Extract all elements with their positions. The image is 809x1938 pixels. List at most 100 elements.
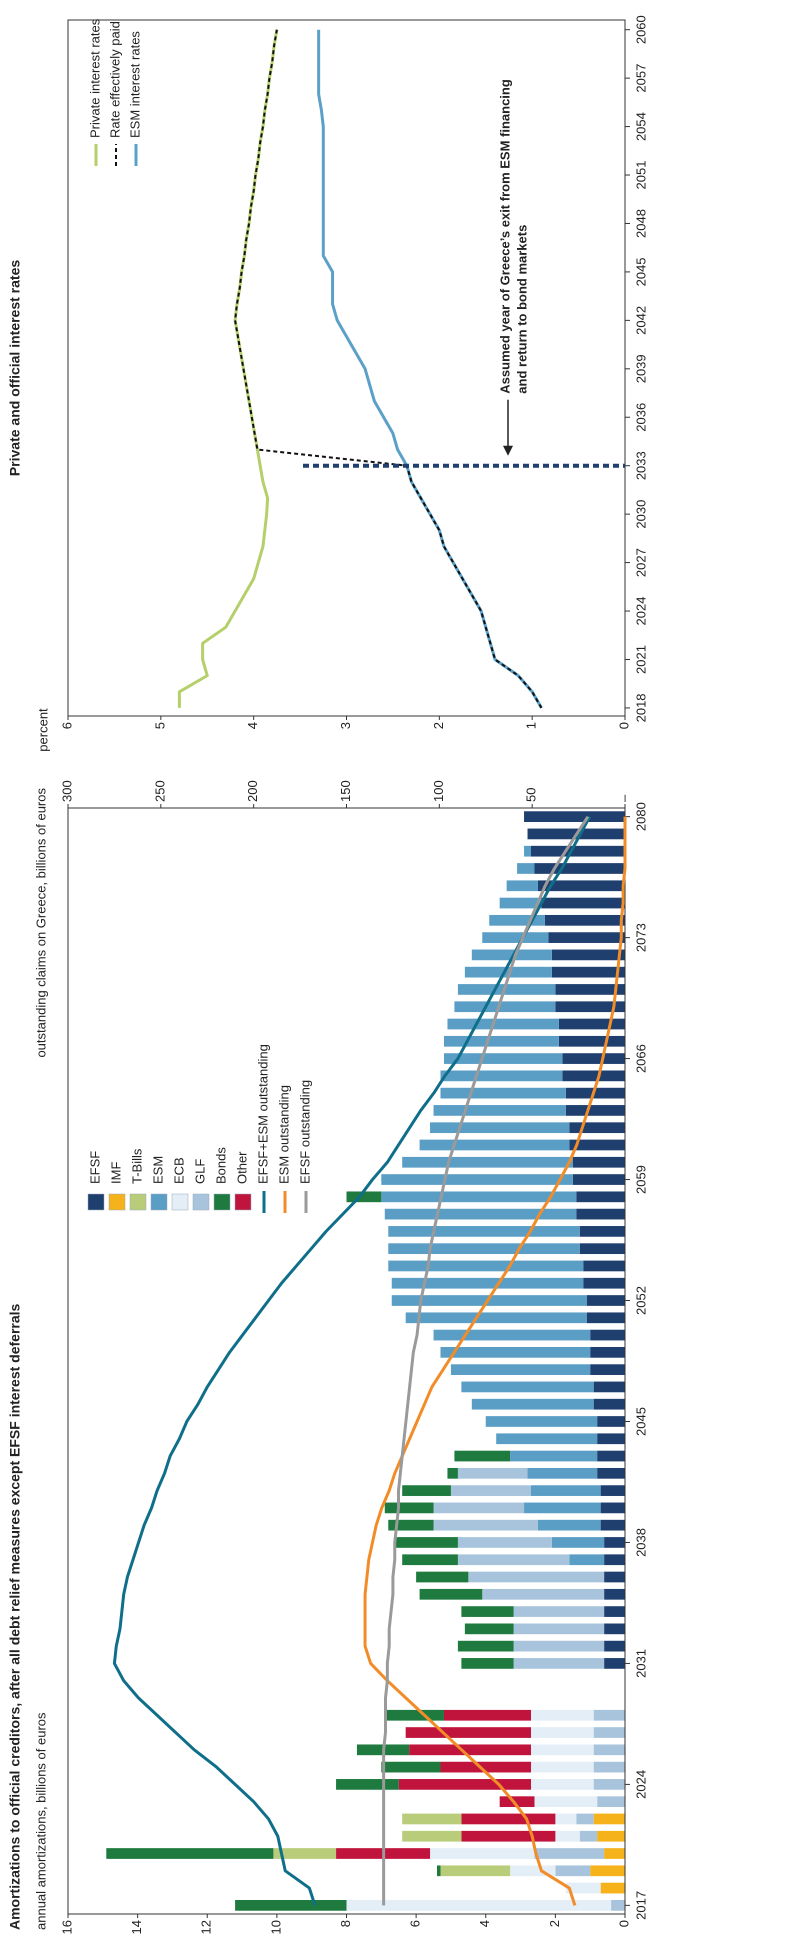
bar-segment xyxy=(440,1347,591,1358)
bar-segment xyxy=(604,1571,625,1583)
bar-segment xyxy=(433,1502,525,1514)
bar-segment xyxy=(579,1830,598,1842)
bar-segment xyxy=(565,1087,625,1099)
bar-segment xyxy=(604,1588,625,1600)
bar-segment xyxy=(398,1779,532,1790)
bar-segment xyxy=(583,1260,625,1272)
bar-segment xyxy=(586,1295,625,1306)
bar-segment xyxy=(461,1606,514,1617)
bar-segment xyxy=(346,1900,612,1911)
y-tick-label: 0 xyxy=(616,1920,631,1927)
bar-segment xyxy=(531,1761,594,1773)
x-tick-label: 2066 xyxy=(633,1044,648,1073)
bar-segment xyxy=(604,1554,625,1566)
line-series xyxy=(382,815,590,1906)
bar-segment xyxy=(499,1796,535,1808)
bar-segment xyxy=(551,966,625,978)
rotated-figure: annual amortizations, billions of euros o… xyxy=(7,15,649,1934)
bar-segment xyxy=(527,1467,598,1479)
bar-segment xyxy=(381,1761,441,1773)
bar-segment xyxy=(551,1537,605,1548)
y2-tick-label: 300 xyxy=(59,780,74,802)
bar-segment xyxy=(416,1571,469,1583)
bar-segment xyxy=(611,1900,626,1911)
legend-label: ESM xyxy=(150,1156,165,1184)
x-tick-label: 2038 xyxy=(633,1528,648,1557)
bar-segment xyxy=(583,1277,625,1289)
bar-segment xyxy=(506,880,538,892)
y-tick-label: 2 xyxy=(431,722,446,729)
y-tick-label: 5 xyxy=(152,722,167,729)
bar-segment xyxy=(447,1467,458,1479)
legend-label: ESM outstanding xyxy=(276,1085,291,1184)
bar-segment xyxy=(555,1830,580,1842)
bar-segment xyxy=(590,1347,625,1358)
legend-label: Bonds xyxy=(213,1147,228,1184)
bar-segment xyxy=(461,1658,514,1669)
x-tick-label: 2024 xyxy=(633,597,648,626)
x-tick-label: 2052 xyxy=(633,1286,648,1315)
bar-segment xyxy=(384,1502,434,1514)
bar-segment xyxy=(597,1830,626,1842)
bar-segment xyxy=(593,1744,626,1756)
bar-segment xyxy=(402,1554,458,1566)
bar-segment xyxy=(524,845,532,857)
bar-segment xyxy=(457,984,556,995)
chart-title: Amortizations to official creditors, aft… xyxy=(7,1303,23,1930)
y-tick-label: 16 xyxy=(59,1920,74,1934)
y-tick-label: 12 xyxy=(199,1920,214,1934)
bar-segment xyxy=(593,1779,626,1790)
bar-segment xyxy=(437,1865,441,1877)
bar-segment xyxy=(590,1364,625,1375)
x-tick-label: 2051 xyxy=(633,161,648,190)
bar-segment xyxy=(593,1813,626,1825)
legend-swatch xyxy=(87,1193,105,1211)
bar-segment xyxy=(443,1053,563,1064)
legend-label: T-Bills xyxy=(129,1148,144,1184)
bar-segment xyxy=(405,1727,532,1738)
legend-label: GLF xyxy=(192,1159,207,1184)
bar-segment xyxy=(537,1519,601,1531)
legend-label: IMF xyxy=(108,1162,123,1184)
bar-segment xyxy=(593,1398,626,1410)
bar-segment xyxy=(461,1830,556,1842)
bar-segment xyxy=(454,1001,556,1013)
bar-segment xyxy=(604,1623,625,1635)
bar-segment xyxy=(604,1640,625,1652)
bar-segment xyxy=(541,897,626,909)
y2-axis-label: outstanding claims on Greece, billions o… xyxy=(33,788,48,1058)
bar-segment xyxy=(531,1779,594,1790)
bar-segment xyxy=(604,1537,625,1548)
bar-segment xyxy=(499,897,542,909)
bar-segment xyxy=(482,932,549,943)
bar-segment xyxy=(454,1450,511,1462)
bar-segment xyxy=(443,1035,559,1047)
bar-segment xyxy=(531,845,625,857)
bar-segment xyxy=(402,1813,462,1825)
line-series xyxy=(234,29,543,709)
bar-segment xyxy=(555,1813,577,1825)
bar-segment xyxy=(430,1848,535,1859)
bar-segment xyxy=(604,1606,625,1617)
x-tick-label: 2027 xyxy=(633,548,648,577)
y-tick-label: 0 xyxy=(616,722,631,729)
bar-segment xyxy=(496,1433,598,1445)
bar-segment xyxy=(593,1381,626,1393)
bar-segment xyxy=(464,1623,514,1635)
legend-label: EFSF+ESM outstanding xyxy=(255,1044,270,1184)
bar-segment xyxy=(388,1260,584,1272)
bar-segment xyxy=(388,1226,580,1237)
x-tick-label: 2030 xyxy=(633,500,648,529)
y-tick-label: 3 xyxy=(338,722,353,729)
line-series xyxy=(112,815,592,1906)
bar-segment xyxy=(531,1709,594,1721)
y-tick-label: 4 xyxy=(245,722,260,729)
bar-segment xyxy=(468,1571,605,1583)
bar-segment xyxy=(534,1796,598,1808)
bar-segment xyxy=(586,1312,625,1324)
x-tick-label: 2017 xyxy=(633,1891,648,1920)
bar-segment xyxy=(381,1191,577,1203)
x-tick-label: 2036 xyxy=(633,403,648,432)
y-axis-label: percent xyxy=(35,708,50,752)
